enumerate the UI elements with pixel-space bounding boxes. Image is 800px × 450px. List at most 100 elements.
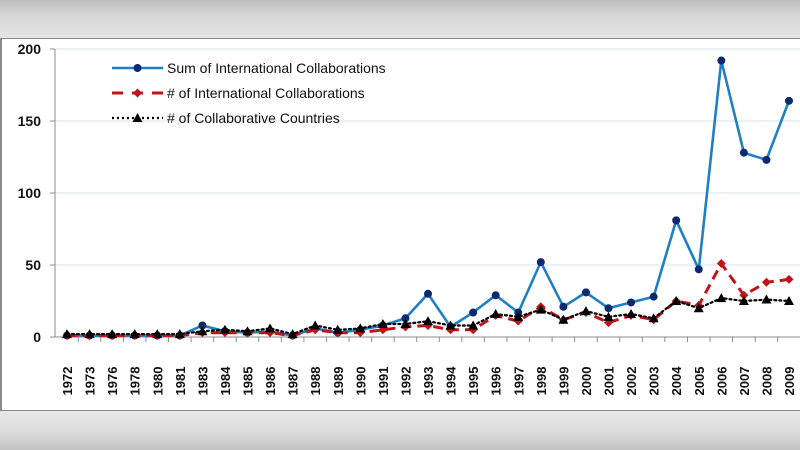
y-tick-label: 150 [18, 113, 42, 129]
data-point-triangle [287, 329, 298, 339]
x-tick-label: 1996 [489, 367, 504, 396]
x-tick-label: 2007 [737, 367, 752, 396]
data-point-circle [785, 96, 793, 105]
y-tick-label: 100 [18, 185, 42, 201]
x-tick-label: 2005 [692, 367, 707, 396]
x-tick-label: 2006 [714, 367, 729, 396]
x-tick-label: 1980 [150, 367, 165, 396]
data-point-triangle [152, 329, 163, 339]
y-tick-label: 50 [25, 257, 41, 273]
series-layer [62, 56, 794, 341]
chart-panel [0, 38, 800, 411]
data-point-triangle [761, 294, 772, 304]
data-point-triangle [132, 113, 143, 122]
data-point-circle [559, 302, 568, 311]
x-tick-label: 2001 [602, 367, 617, 396]
x-tick-label: 1983 [195, 367, 210, 396]
series-3 [62, 293, 794, 339]
x-tick-label: 2003 [647, 367, 662, 396]
legend-item-2: # of International Collaborations [112, 85, 365, 101]
legend: Sum of International Collaborations # of … [112, 60, 386, 126]
series-line [67, 262, 790, 338]
data-point-triangle [310, 320, 321, 330]
x-tick-label: 1991 [376, 367, 391, 396]
x-tick-label: 2008 [759, 367, 774, 396]
x-tick-label: 1986 [263, 367, 278, 396]
data-point-triangle [445, 320, 456, 330]
x-tick-label: 1994 [444, 366, 459, 396]
data-point-circle [536, 258, 545, 267]
legend-label: # of Collaborative Countries [167, 110, 340, 126]
x-tick-label: 1973 [83, 367, 98, 396]
data-point-triangle [693, 303, 704, 313]
legend-item-1: Sum of International Collaborations [112, 60, 386, 76]
data-point-circle [762, 155, 771, 164]
data-point-circle [133, 64, 142, 72]
data-point-triangle [535, 304, 546, 314]
data-point-triangle [107, 329, 118, 339]
data-point-circle [739, 148, 748, 157]
x-tick-label: 1999 [556, 367, 571, 396]
data-point-triangle [219, 324, 230, 334]
x-tick-label: 1988 [308, 367, 323, 396]
data-point-triangle [671, 296, 682, 305]
x-tick-label: 2000 [579, 367, 594, 396]
data-point-circle [581, 288, 590, 297]
data-point-triangle [490, 308, 501, 318]
data-point-circle [672, 216, 681, 225]
y-tick-label: 200 [18, 41, 42, 57]
data-point-triangle [129, 329, 140, 339]
data-point-triangle [174, 329, 185, 339]
data-point-triangle [738, 296, 749, 305]
data-point-diamond [133, 88, 142, 98]
data-point-circle [717, 56, 726, 65]
data-point-triangle [423, 316, 433, 326]
data-point-triangle [648, 313, 659, 323]
data-point-triangle [716, 293, 727, 303]
x-tick-label: 1993 [421, 367, 436, 396]
y-tick-label: 0 [33, 329, 41, 345]
data-point-triangle [332, 324, 343, 334]
data-point-triangle [513, 311, 524, 321]
data-point-circle [401, 314, 410, 323]
x-axis: 1972 1973 1976 1978 1980 1981 1983 1984 1985 1986… [50, 336, 800, 396]
top-background-band [0, 0, 800, 39]
x-tick-label: 1997 [511, 367, 526, 396]
data-point-triangle [265, 323, 276, 333]
data-point-circle [627, 298, 636, 307]
data-point-circle [604, 304, 613, 313]
data-point-triangle [62, 329, 72, 339]
x-tick-label: 2002 [624, 367, 639, 396]
data-point-circle [198, 321, 207, 330]
legend-label: # of International Collaborations [167, 85, 365, 101]
data-point-triangle [468, 320, 479, 330]
x-tick-label: 1972 [60, 367, 75, 396]
x-tick-label: 1987 [286, 367, 301, 396]
data-point-diamond [716, 259, 726, 269]
x-tick-label: 1978 [128, 367, 143, 396]
data-point-diamond [761, 277, 771, 287]
x-tick-label: 2004 [669, 366, 684, 396]
data-point-circle [694, 265, 703, 274]
data-point-circle [491, 291, 500, 300]
data-point-triangle [197, 326, 208, 336]
x-tick-label: 1990 [353, 367, 368, 396]
data-point-triangle [355, 323, 366, 333]
x-tick-label: 1995 [466, 367, 481, 396]
x-tick-label: 1976 [105, 367, 120, 396]
x-tick-label: 1985 [241, 367, 256, 396]
data-point-diamond [784, 274, 794, 284]
data-point-circle [649, 292, 658, 301]
data-point-triangle [784, 296, 794, 305]
data-point-circle [469, 308, 478, 317]
series-2 [62, 259, 794, 341]
y-axis: 0 50 100 150 200 [18, 41, 56, 345]
data-point-triangle [558, 314, 569, 324]
x-tick-label: 1992 [398, 367, 413, 396]
legend-item-3: # of Collaborative Countries [112, 110, 340, 126]
gridlines [55, 48, 800, 266]
x-tick-label: 2009 [782, 367, 797, 396]
data-point-triangle [377, 319, 388, 329]
data-point-triangle [400, 319, 411, 329]
